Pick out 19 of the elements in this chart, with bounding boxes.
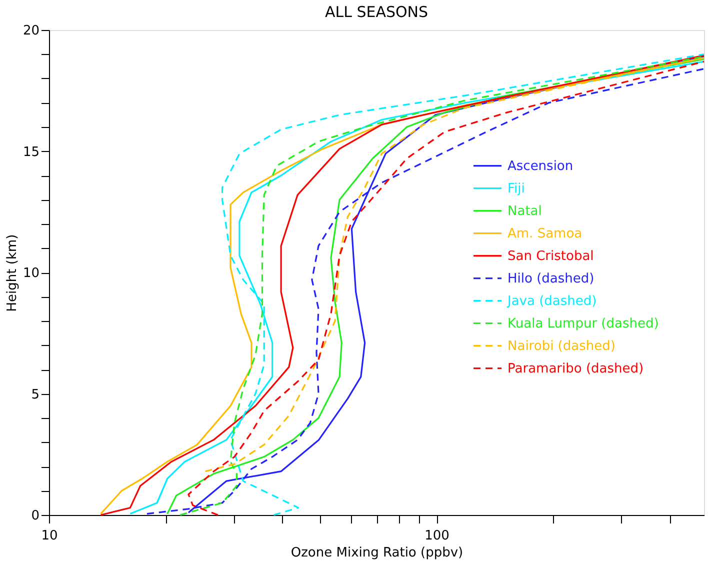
legend-label: Hilo (dashed) (508, 271, 594, 286)
legend-label: Java (dashed) (506, 294, 597, 309)
legend-label: San Cristobal (508, 248, 594, 264)
y-tick-label: 20 (22, 24, 40, 38)
legend-label: Am. Samoa (508, 226, 582, 242)
y-axis-title: Height (km) (4, 234, 20, 312)
legend-label: Paramaribo (dashed) (508, 361, 644, 376)
y-tick-label: 0 (31, 508, 40, 524)
x-axis-title: Ozone Mixing Ratio (ppbv) (290, 546, 464, 560)
y-tick-label: 10 (22, 266, 40, 281)
y-tick-label: 5 (31, 387, 40, 402)
x-tick-label: 100 (424, 528, 450, 544)
legend-label: Fiji (508, 181, 525, 196)
legend-label: Nairobi (dashed) (508, 338, 616, 354)
y-tick-label: 15 (22, 144, 40, 160)
legend-label: Kuala Lumpur (dashed) (508, 316, 659, 332)
legend-label: Ascension (508, 158, 574, 174)
chart-title: ALL SEASONS (324, 3, 428, 21)
legend-label: Natal (508, 204, 542, 219)
